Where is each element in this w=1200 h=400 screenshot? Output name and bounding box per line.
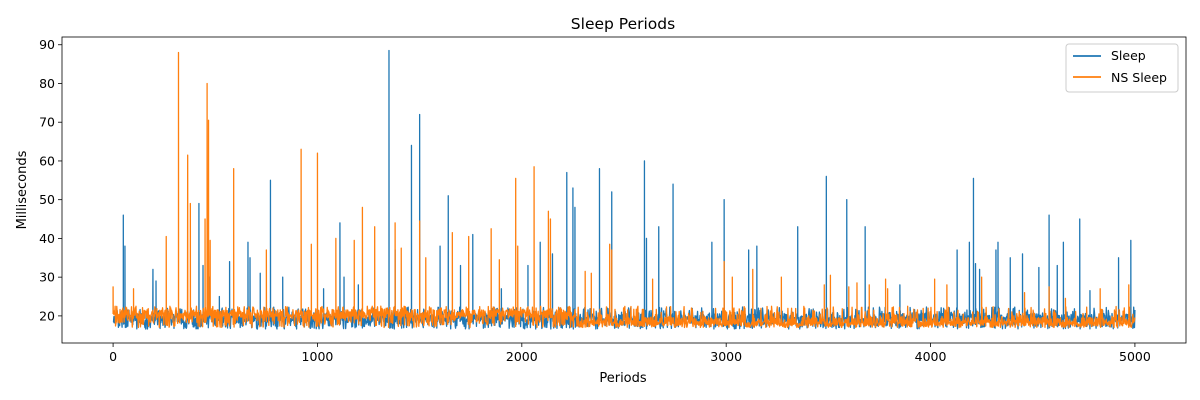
- plot-frame: [61, 36, 1187, 344]
- y-tick-label: 80: [39, 76, 55, 91]
- x-axis-label: Periods: [599, 371, 647, 386]
- legend-label-ns-sleep: NS Sleep: [1111, 70, 1167, 85]
- y-tick-label: 90: [39, 37, 55, 52]
- y-axis: 20 30 40 50 60 70 80 90: [39, 37, 62, 323]
- y-tick-label: 20: [39, 308, 55, 323]
- y-tick-label: 60: [39, 153, 55, 168]
- x-tick-label: 2000: [506, 349, 538, 364]
- chart-title: Sleep Periods: [571, 15, 675, 33]
- y-tick-label: 30: [39, 270, 55, 285]
- y-tick-label: 40: [39, 231, 55, 246]
- x-tick-label: 3000: [710, 349, 742, 364]
- legend-label-sleep: Sleep: [1111, 48, 1146, 63]
- y-axis-label: Milliseconds: [15, 150, 30, 229]
- series-layer: [112, 49, 1136, 330]
- series-line-ns-sleep: [112, 51, 1136, 329]
- x-tick-label: 0: [109, 349, 117, 364]
- x-tick-label: 5000: [1119, 349, 1151, 364]
- x-tick-label: 1000: [302, 349, 334, 364]
- x-axis: 0 1000 2000 3000 4000 5000: [109, 343, 1151, 364]
- y-tick-label: 50: [39, 192, 55, 207]
- x-tick-label: 4000: [915, 349, 947, 364]
- y-tick-label: 70: [39, 115, 55, 130]
- legend: Sleep NS Sleep: [1065, 43, 1179, 93]
